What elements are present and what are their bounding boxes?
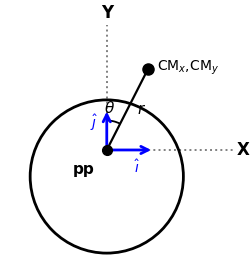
Text: X: X [236,141,249,159]
Text: $\hat{\jmath}$: $\hat{\jmath}$ [90,113,98,133]
Text: Y: Y [101,4,113,22]
Text: $\hat{\imath}$: $\hat{\imath}$ [134,159,140,176]
Text: pp: pp [72,162,94,177]
Text: θ: θ [105,101,114,116]
Text: CM$_x$,CM$_y$: CM$_x$,CM$_y$ [157,58,219,77]
Text: r: r [138,102,144,117]
